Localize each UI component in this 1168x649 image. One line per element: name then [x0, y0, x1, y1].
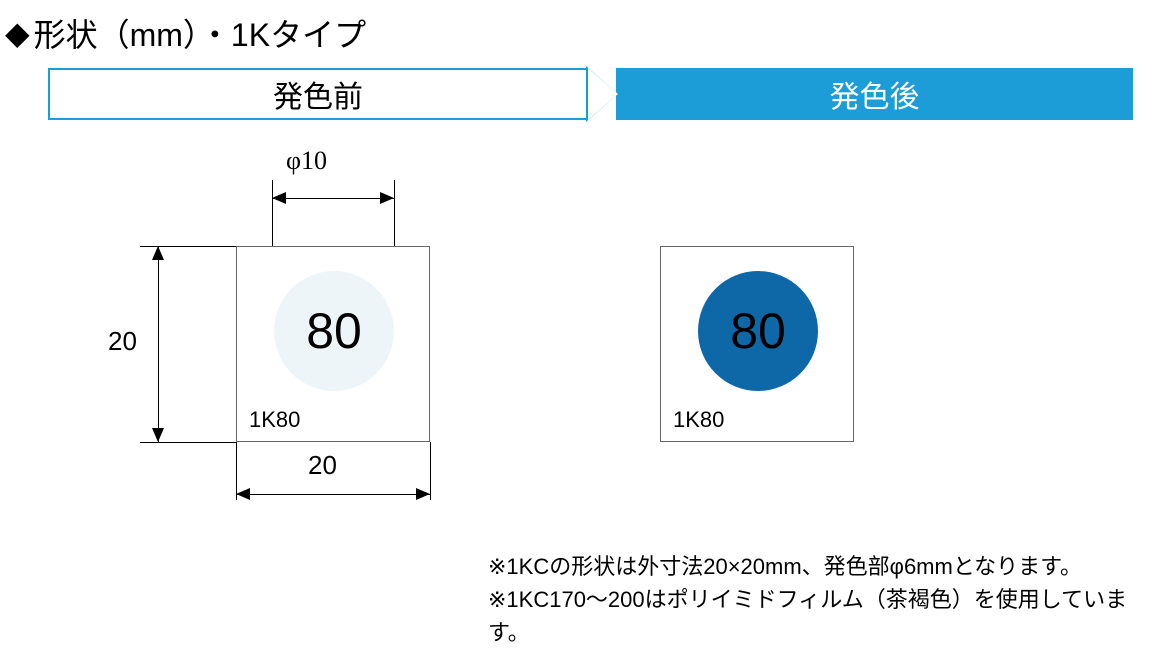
- indicator-circle-after: 80: [698, 271, 818, 391]
- dim-arrow-icon: [416, 488, 430, 500]
- dim-arrow-icon: [272, 192, 286, 204]
- dim-line: [272, 198, 394, 199]
- dim-arrow-icon: [152, 428, 164, 442]
- dim-arrow-icon: [236, 488, 250, 500]
- width-dimension-label: 20: [308, 450, 337, 481]
- width-dimension: [236, 480, 430, 510]
- indicator-value: 80: [730, 302, 786, 360]
- dim-extension-line: [140, 442, 236, 443]
- product-code: 1K80: [249, 407, 300, 433]
- arrow-icon: [588, 68, 618, 120]
- dim-line: [158, 246, 159, 442]
- footnotes: ※1KCの形状は外寸法20×20mm、発色部φ6mmとなります。 ※1KC170…: [488, 550, 1168, 649]
- content-area: φ10 20 80 1K80 20: [0, 120, 1168, 570]
- indicator-circle-before: 80: [274, 271, 394, 391]
- product-code: 1K80: [673, 407, 724, 433]
- diamond-icon: ◆: [5, 14, 30, 52]
- title-row: ◆ 形状（mm）・1Kタイプ: [0, 0, 1168, 56]
- sample-card-before: 80 1K80: [236, 246, 430, 442]
- page-title: 形状（mm）・1Kタイプ: [34, 10, 366, 56]
- phi-dimension-label: φ10: [286, 146, 327, 176]
- footnote-line: ※1KCの形状は外寸法20×20mm、発色部φ6mmとなります。: [488, 550, 1168, 583]
- before-label-box: 発色前: [48, 68, 588, 120]
- before-label: 発色前: [273, 72, 363, 116]
- arrow-wrap: [588, 68, 618, 120]
- dim-line: [236, 494, 430, 495]
- sample-card-after: 80 1K80: [660, 246, 854, 442]
- state-header: 発色前 発色後: [48, 68, 1133, 120]
- dim-arrow-icon: [152, 246, 164, 260]
- height-dimension: [144, 246, 174, 442]
- footnote-line: ※1KC170〜200はポリイミドフィルム（茶褐色）を使用しています。: [488, 583, 1168, 649]
- phi-dimension: [272, 184, 394, 214]
- dim-extension-line: [430, 442, 431, 500]
- height-dimension-label: 20: [108, 326, 137, 357]
- indicator-value: 80: [306, 302, 362, 360]
- after-label-box: 発色後: [616, 68, 1133, 120]
- after-label: 発色後: [830, 72, 920, 116]
- dim-arrow-icon: [380, 192, 394, 204]
